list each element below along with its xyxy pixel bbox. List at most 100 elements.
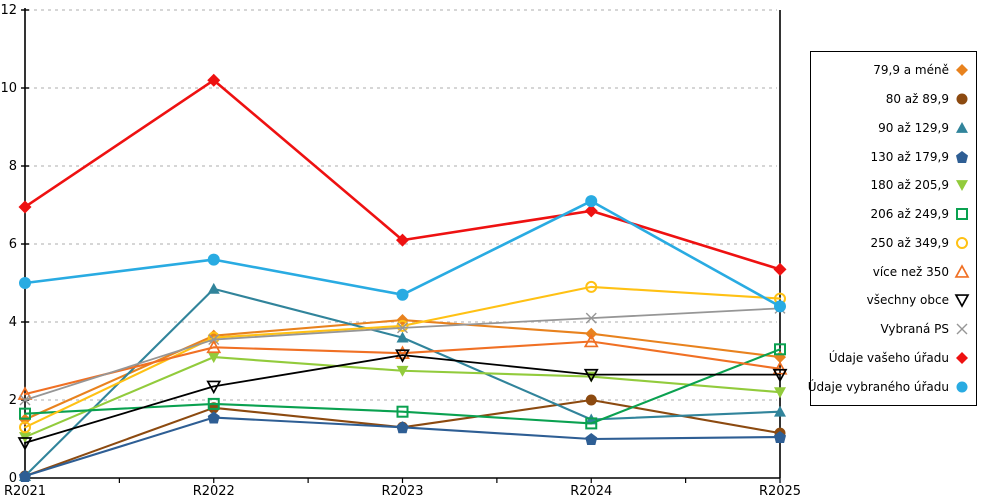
marker-x	[208, 334, 220, 346]
legend-marker-circle-icon	[956, 236, 968, 249]
marker-x	[956, 323, 968, 335]
marker-diamond	[956, 351, 968, 364]
marker-circle	[19, 277, 31, 289]
series-markers-7	[19, 280, 786, 434]
marker-square	[585, 417, 598, 430]
legend-marker-diamond-icon	[956, 351, 968, 364]
y-tick-label: 8	[9, 159, 17, 174]
marker-square	[396, 405, 409, 418]
marker-x	[585, 312, 597, 324]
series-line-6	[23, 348, 782, 425]
marker-triangle-up	[772, 361, 788, 375]
marker-triangle-down	[772, 368, 788, 383]
legend-item-label: 79,9 a méně	[873, 63, 949, 78]
marker-square	[774, 343, 786, 356]
marker-triangle-down	[954, 294, 970, 309]
marker-pentagon	[585, 433, 598, 445]
legend-marker-x-icon	[956, 323, 968, 335]
series-line-9	[24, 354, 781, 444]
x-tick-label: R2025	[759, 484, 801, 499]
legend-item-label: více než 350	[872, 264, 949, 279]
legend: 79,9 a méně 80 až 89,9 90 až 129,9 130 až 1…	[808, 51, 977, 406]
marker-circle	[956, 381, 968, 393]
marker-circle	[396, 288, 409, 301]
marker-circle	[956, 93, 968, 105]
marker-triangle-up	[206, 339, 222, 354]
legend-item: 206 až 249,9	[815, 206, 970, 222]
marker-diamond	[18, 200, 32, 214]
marker-triangle-up	[207, 282, 220, 294]
legend-item-label: 80 až 89,9	[885, 92, 949, 107]
legend-marker-triangle-down-icon	[956, 180, 968, 192]
marker-circle	[585, 280, 598, 293]
series-markers-10	[19, 302, 786, 406]
legend-item: více než 350	[815, 263, 970, 280]
marker-triangle-up	[396, 331, 409, 343]
marker-triangle-up	[954, 263, 970, 278]
legend-item-label: 130 až 179,9	[870, 149, 949, 164]
y-tick-label: 2	[9, 393, 17, 408]
series-line-8	[23, 340, 782, 396]
marker-square	[956, 208, 968, 221]
marker-diamond	[956, 64, 968, 77]
marker-triangle-down	[956, 180, 968, 192]
marker-x	[397, 322, 408, 334]
x-tick-label: R2022	[193, 484, 235, 499]
marker-triangle-down	[396, 365, 409, 377]
marker-circle	[396, 319, 409, 332]
marker-triangle-down	[207, 352, 220, 364]
marker-x	[19, 394, 31, 406]
x-tick-label: R2021	[4, 484, 46, 499]
series-markers-4	[19, 411, 786, 483]
legend-item-label: 180 až 205,9	[870, 178, 949, 193]
marker-pentagon	[956, 150, 968, 163]
legend-marker-triangle-down-icon	[954, 294, 970, 309]
marker-triangle-down	[583, 368, 599, 383]
marker-diamond	[207, 73, 221, 87]
marker-pentagon	[19, 470, 31, 483]
legend-marker-diamond-icon	[956, 64, 968, 77]
series-markers-12	[19, 195, 786, 313]
legend-item: 180 až 205,9	[815, 177, 970, 193]
marker-diamond	[584, 204, 598, 218]
legend-item: 130 až 179,9	[815, 149, 970, 165]
y-tick-label: 6	[9, 237, 17, 252]
marker-square	[19, 407, 31, 420]
marker-pentagon	[207, 411, 220, 424]
marker-circle	[956, 236, 968, 249]
series-markers-9	[17, 349, 788, 451]
legend-item: Údaje vašeho úřadu	[815, 350, 970, 366]
legend-item-label: všechny obce	[866, 293, 949, 308]
legend-item: 90 až 129,9	[815, 120, 970, 136]
marker-square	[207, 397, 220, 410]
marker-diamond	[773, 262, 787, 276]
marker-triangle-up	[583, 333, 599, 348]
legend-item: 250 až 349,9	[815, 235, 970, 251]
legend-item-label: 250 až 349,9	[870, 235, 949, 250]
marker-pentagon	[774, 431, 786, 444]
marker-triangle-down	[774, 387, 786, 399]
marker-circle	[19, 421, 31, 434]
x-tick-label: R2023	[381, 484, 423, 499]
series-markers-11	[18, 73, 787, 276]
marker-triangle-down	[206, 380, 222, 395]
legend-item: Údaje vybraného úřadu	[808, 379, 970, 395]
y-tick-label: 4	[9, 315, 17, 330]
legend-marker-triangle-up-icon	[956, 121, 968, 133]
legend-marker-pentagon-icon	[956, 150, 968, 163]
marker-triangle-up	[395, 345, 410, 359]
legend-item-label: Údaje vybraného úřadu	[807, 379, 949, 394]
marker-triangle-up	[774, 405, 786, 417]
series-markers-6	[19, 343, 786, 430]
legend-marker-circle-icon	[956, 93, 968, 105]
legend-item: Vybraná PS	[815, 321, 970, 337]
legend-item-label: 90 až 129,9	[878, 120, 949, 135]
legend-item-label: 206 až 249,9	[870, 207, 949, 222]
marker-circle	[774, 300, 786, 313]
series-markers-3	[19, 282, 786, 481]
marker-triangle-up	[956, 121, 968, 133]
legend-item: 80 až 89,9	[815, 91, 970, 107]
marker-diamond	[585, 327, 598, 340]
marker-circle	[207, 253, 220, 266]
